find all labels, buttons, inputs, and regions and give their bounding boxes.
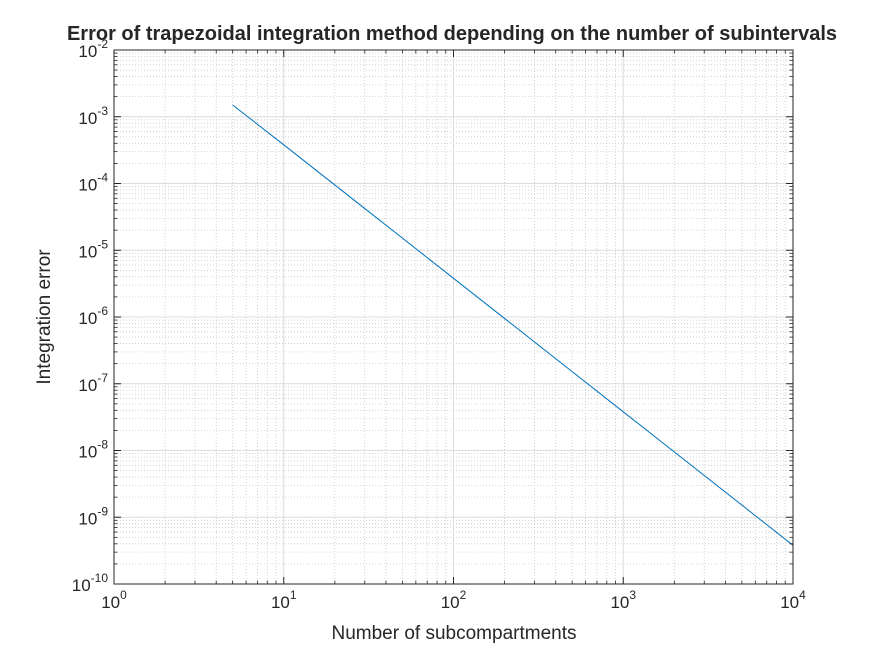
y-axis-label: Integration error — [34, 249, 55, 385]
x-tick-exponent: 4 — [799, 588, 806, 602]
y-tick-base: 10 — [78, 242, 97, 261]
x-tick-exponent: 3 — [629, 588, 636, 602]
x-tick-label: 104 — [780, 588, 806, 612]
x-tick-base: 10 — [780, 593, 799, 612]
y-tick-exponent: -4 — [97, 171, 108, 185]
x-tick-base: 10 — [271, 593, 290, 612]
x-tick-base: 10 — [101, 593, 120, 612]
series-line — [232, 104, 794, 546]
x-tick-label: 103 — [610, 588, 636, 612]
x-tick-base: 10 — [441, 593, 460, 612]
y-tick-exponent: -8 — [97, 438, 108, 452]
y-tick-exponent: -5 — [97, 237, 108, 251]
x-tick-exponent: 0 — [120, 588, 127, 602]
x-tick-base: 10 — [610, 593, 629, 612]
y-tick-exponent: -3 — [97, 104, 108, 118]
x-tick-label: 101 — [271, 588, 297, 612]
y-tick-exponent: -6 — [97, 304, 108, 318]
x-axis-label: Number of subcompartments — [332, 623, 577, 644]
y-tick-label: 10-4 — [78, 171, 108, 195]
y-tick-base: 10 — [78, 309, 97, 328]
y-tick-exponent: -2 — [97, 37, 108, 51]
y-tick-base: 10 — [78, 443, 97, 462]
y-tick-label: 10-7 — [78, 371, 108, 395]
y-tick-base: 10 — [78, 176, 97, 195]
y-tick-exponent: -7 — [97, 371, 108, 385]
x-tick-label: 102 — [441, 588, 467, 612]
x-tick-exponent: 2 — [460, 588, 467, 602]
y-tick-label: 10-3 — [78, 104, 108, 128]
y-tick-base: 10 — [78, 509, 97, 528]
x-tick-label: 100 — [101, 588, 127, 612]
y-tick-base: 10 — [78, 109, 97, 128]
x-tick-exponent: 1 — [290, 588, 297, 602]
y-tick-label: 10-8 — [78, 438, 108, 462]
series-layer — [232, 104, 794, 546]
chart-title: Error of trapezoidal integration method … — [67, 23, 837, 45]
plot-area — [113, 49, 794, 585]
y-tick-label: 10-10 — [72, 571, 109, 595]
x-tick-labels: 100 101 102 103 104 — [101, 588, 806, 612]
y-tick-base: 10 — [78, 42, 97, 61]
y-tick-label: 10-5 — [78, 237, 108, 261]
y-tick-label: 10-2 — [78, 37, 108, 61]
y-tick-label: 10-6 — [78, 304, 108, 328]
y-tick-exponent: -10 — [91, 571, 109, 585]
y-tick-label: 10-9 — [78, 504, 108, 528]
y-tick-exponent: -9 — [97, 504, 108, 518]
y-tick-base: 10 — [78, 376, 97, 395]
y-tick-base: 10 — [72, 576, 91, 595]
ticks — [113, 49, 794, 585]
